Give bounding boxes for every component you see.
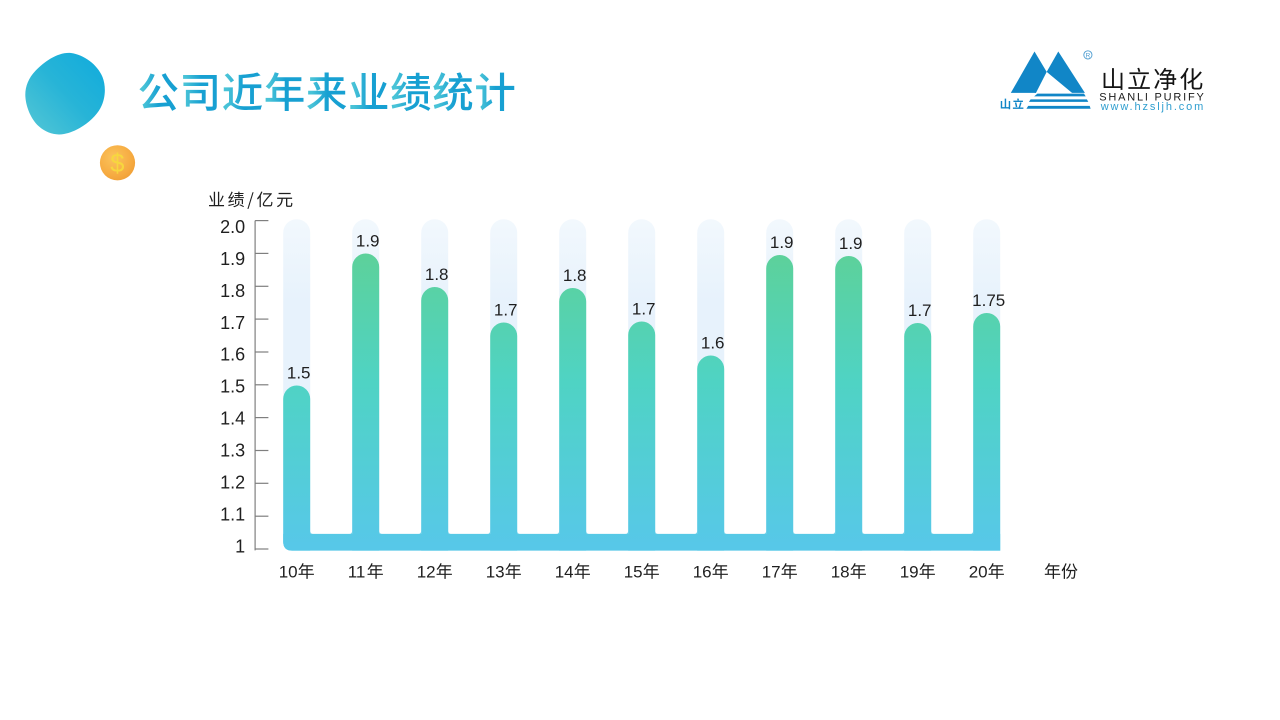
svg-text:18: 18 xyxy=(831,563,850,582)
svg-text:1.2: 1.2 xyxy=(220,473,245,493)
svg-text:1.5: 1.5 xyxy=(287,364,311,383)
svg-text:15: 15 xyxy=(624,563,643,582)
svg-text:14: 14 xyxy=(555,563,574,582)
svg-text:12: 12 xyxy=(417,563,436,582)
svg-text:1.7: 1.7 xyxy=(494,301,518,320)
svg-text:1.3: 1.3 xyxy=(220,441,245,461)
svg-text:16: 16 xyxy=(693,563,712,582)
svg-text:1.9: 1.9 xyxy=(356,232,380,251)
svg-text:1.9: 1.9 xyxy=(770,233,794,252)
svg-text:1.1: 1.1 xyxy=(220,505,245,525)
svg-text:1.9: 1.9 xyxy=(839,234,863,253)
svg-text:1: 1 xyxy=(235,537,245,557)
svg-text:10: 10 xyxy=(279,563,298,582)
svg-text:1.9: 1.9 xyxy=(220,249,245,269)
svg-text:1.8: 1.8 xyxy=(425,265,449,284)
svg-text:1.6: 1.6 xyxy=(220,345,245,365)
svg-text:1.7: 1.7 xyxy=(220,313,245,333)
svg-text:13: 13 xyxy=(486,563,505,582)
svg-text:1.5: 1.5 xyxy=(220,377,245,397)
svg-text:1.4: 1.4 xyxy=(220,409,245,429)
svg-text:1.7: 1.7 xyxy=(908,301,932,320)
svg-text:1.6: 1.6 xyxy=(701,334,725,353)
svg-text:www.hzsljh.com: www.hzsljh.com xyxy=(1100,101,1204,113)
svg-text:19: 19 xyxy=(900,563,919,582)
svg-text:1.8: 1.8 xyxy=(220,281,245,301)
svg-text:2.0: 2.0 xyxy=(220,217,245,237)
svg-text:1.7: 1.7 xyxy=(632,300,656,319)
svg-text:R: R xyxy=(1086,52,1091,59)
svg-text:1.8: 1.8 xyxy=(563,266,587,285)
svg-text:20: 20 xyxy=(969,563,988,582)
svg-text:1.75: 1.75 xyxy=(972,291,1005,310)
svg-text:$: $ xyxy=(110,150,124,178)
svg-text:11: 11 xyxy=(348,563,366,582)
svg-text:17: 17 xyxy=(762,563,781,582)
